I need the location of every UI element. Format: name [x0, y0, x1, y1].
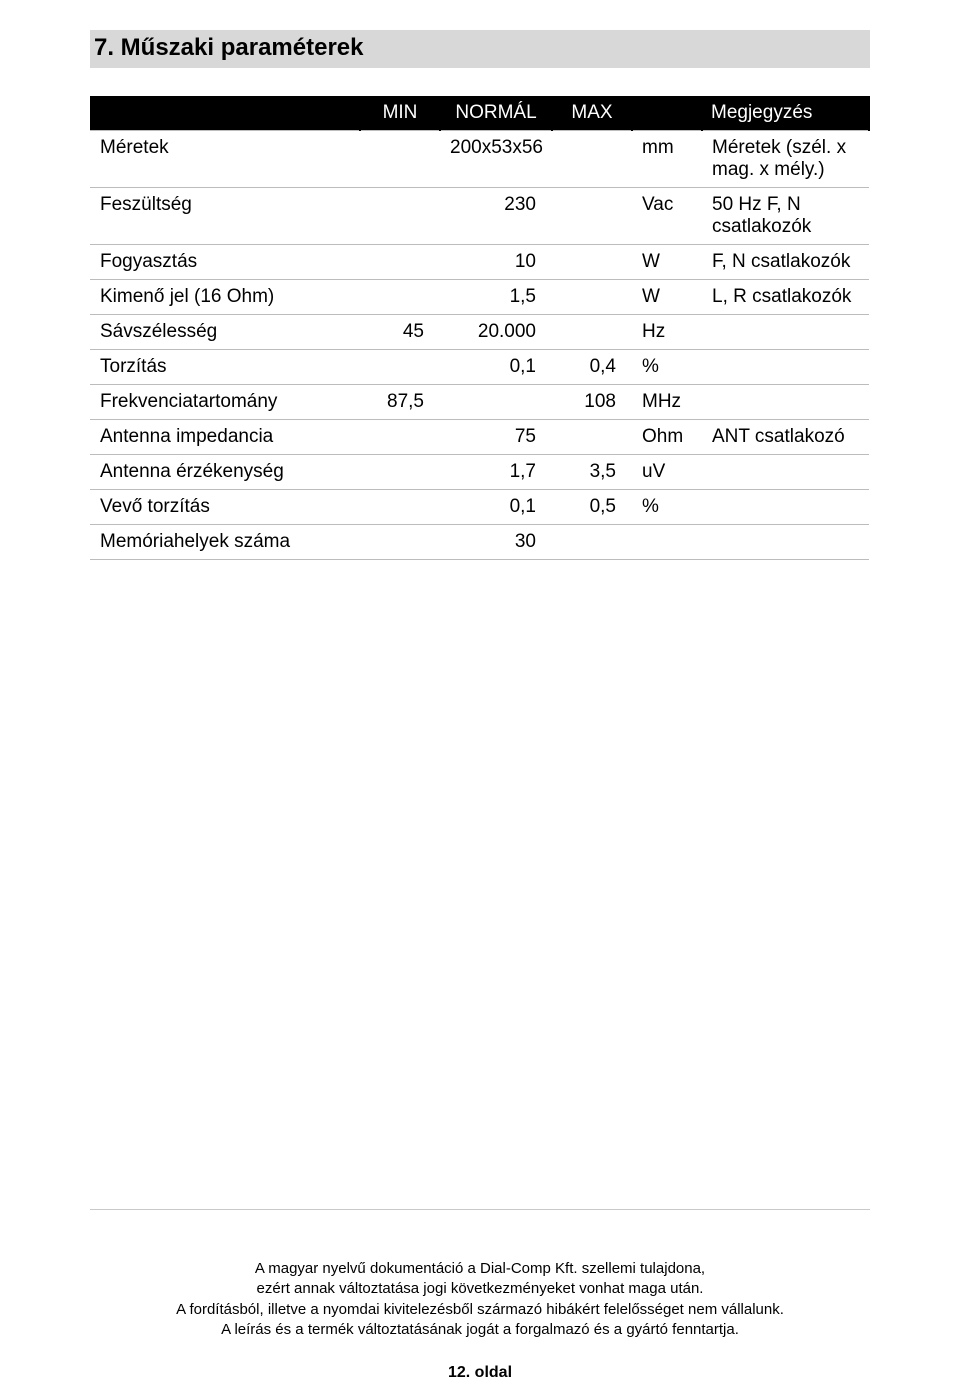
cell-label: Torzítás [90, 350, 360, 385]
cell-unit: % [632, 490, 702, 525]
cell-min [360, 350, 440, 385]
cell-min [360, 280, 440, 315]
cell-label: Feszültség [90, 188, 360, 245]
cell-normal: 200x53x56 [440, 131, 552, 188]
cell-normal: 10 [440, 245, 552, 280]
col-label [90, 96, 360, 131]
cell-label: Antenna érzékenység [90, 455, 360, 490]
cell-normal: 0,1 [440, 490, 552, 525]
cell-note: Méretek (szél. x mag. x mély.) [702, 131, 869, 188]
table-row: Antenna érzékenység 1,73,5uV [90, 455, 869, 490]
cell-min: 45 [360, 315, 440, 350]
table-row: Fogyasztás 10 WF, N csatlakozók [90, 245, 869, 280]
footer-line: A magyar nyelvű dokumentáció a Dial-Comp… [0, 1259, 960, 1279]
cell-normal [440, 385, 552, 420]
cell-min [360, 420, 440, 455]
cell-note: 50 Hz F, N csatlakozók [702, 188, 869, 245]
cell-note: L, R csatlakozók [702, 280, 869, 315]
cell-unit: uV [632, 455, 702, 490]
table-row: Vevő torzítás 0,10,5% [90, 490, 869, 525]
cell-label: Méretek [90, 131, 360, 188]
spec-table-header-row: MIN NORMÁL MAX Megjegyzés [90, 96, 869, 131]
cell-max [552, 420, 632, 455]
col-note: Megjegyzés [702, 96, 869, 131]
cell-max [552, 245, 632, 280]
section-heading: 7. Műszaki paraméterek [90, 30, 870, 68]
spec-table: MIN NORMÁL MAX Megjegyzés Méretek 200x53x… [90, 96, 870, 560]
footer-line: A fordításból, illetve a nyomdai kivitel… [0, 1300, 960, 1320]
cell-unit: % [632, 350, 702, 385]
cell-max [552, 131, 632, 188]
cell-min [360, 455, 440, 490]
cell-normal: 75 [440, 420, 552, 455]
cell-normal: 1,5 [440, 280, 552, 315]
footer-text: A magyar nyelvű dokumentáció a Dial-Comp… [0, 1259, 960, 1340]
cell-unit: Vac [632, 188, 702, 245]
cell-note [702, 350, 869, 385]
cell-normal: 20.000 [440, 315, 552, 350]
cell-normal: 230 [440, 188, 552, 245]
cell-label: Frekvenciatartomány [90, 385, 360, 420]
cell-label: Fogyasztás [90, 245, 360, 280]
cell-note [702, 490, 869, 525]
page-number: 12. oldal [0, 1364, 960, 1382]
cell-note: ANT csatlakozó [702, 420, 869, 455]
cell-max: 0,5 [552, 490, 632, 525]
footer-divider [90, 1209, 870, 1210]
cell-label: Memóriahelyek száma [90, 525, 360, 560]
cell-normal: 30 [440, 525, 552, 560]
table-row: Torzítás 0,10,4% [90, 350, 869, 385]
cell-label: Kimenő jel (16 Ohm) [90, 280, 360, 315]
document-page: 7. Műszaki paraméterek MIN NORMÁL MAX Me… [0, 0, 960, 1400]
cell-note: F, N csatlakozók [702, 245, 869, 280]
footer-line: ezért annak változtatása jogi következmé… [0, 1279, 960, 1299]
cell-max [552, 525, 632, 560]
cell-note [702, 385, 869, 420]
cell-label: Vevő torzítás [90, 490, 360, 525]
table-row: Kimenő jel (16 Ohm) 1,5 WL, R csatlakozók [90, 280, 869, 315]
cell-note [702, 525, 869, 560]
cell-max: 0,4 [552, 350, 632, 385]
col-unit [632, 96, 702, 131]
cell-normal: 1,7 [440, 455, 552, 490]
cell-max: 3,5 [552, 455, 632, 490]
cell-unit [632, 525, 702, 560]
cell-label: Sávszélesség [90, 315, 360, 350]
table-row: Antenna impedancia 75 OhmANT csatlakozó [90, 420, 869, 455]
table-row: Sávszélesség4520.000 Hz [90, 315, 869, 350]
table-row: Frekvenciatartomány87,5 108MHz [90, 385, 869, 420]
cell-min [360, 525, 440, 560]
table-row: Méretek 200x53x56 mmMéretek (szél. x mag. … [90, 131, 869, 188]
table-row: Memóriahelyek száma 30 [90, 525, 869, 560]
cell-min [360, 188, 440, 245]
cell-label: Antenna impedancia [90, 420, 360, 455]
col-min: MIN [360, 96, 440, 131]
cell-min [360, 490, 440, 525]
cell-unit: mm [632, 131, 702, 188]
cell-min [360, 245, 440, 280]
col-normal: NORMÁL [440, 96, 552, 131]
spec-table-body: Méretek 200x53x56 mmMéretek (szél. x mag. … [90, 131, 869, 560]
cell-max [552, 280, 632, 315]
cell-max [552, 315, 632, 350]
cell-normal: 0,1 [440, 350, 552, 385]
cell-max: 108 [552, 385, 632, 420]
cell-unit: W [632, 280, 702, 315]
cell-min: 87,5 [360, 385, 440, 420]
cell-unit: MHz [632, 385, 702, 420]
cell-note [702, 455, 869, 490]
cell-min [360, 131, 440, 188]
cell-unit: Ohm [632, 420, 702, 455]
col-max: MAX [552, 96, 632, 131]
footer-line: A leírás és a termék változtatásának jog… [0, 1320, 960, 1340]
cell-unit: W [632, 245, 702, 280]
cell-max [552, 188, 632, 245]
cell-unit: Hz [632, 315, 702, 350]
cell-note [702, 315, 869, 350]
table-row: Feszültség 230 Vac50 Hz F, N csatlakozók [90, 188, 869, 245]
